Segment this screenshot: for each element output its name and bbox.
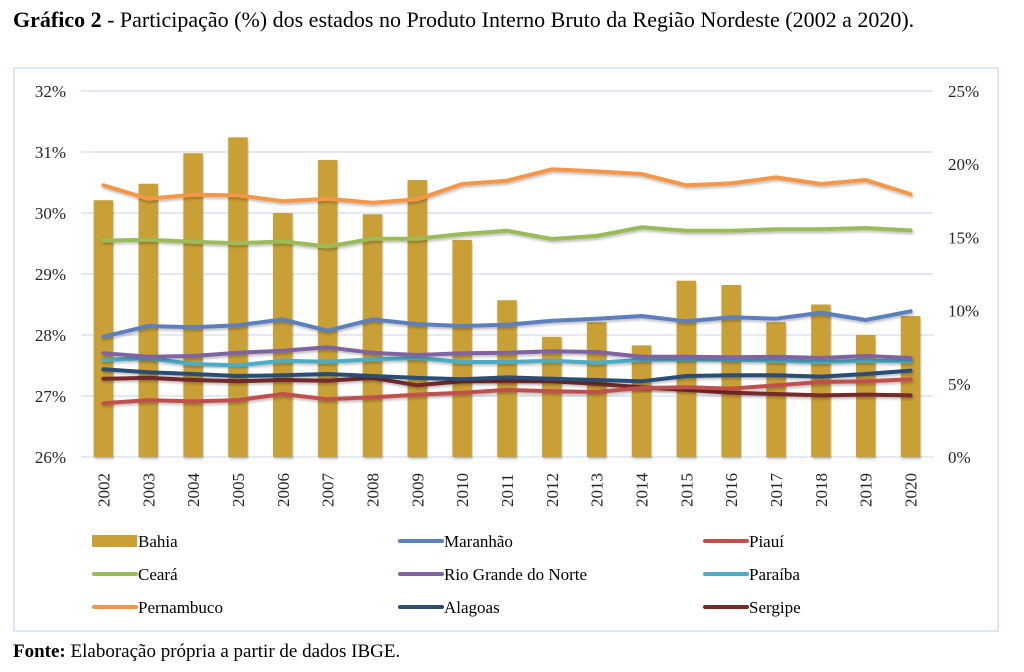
x-tick-label: 2006 xyxy=(274,473,293,507)
legend-label: Ceará xyxy=(138,565,178,584)
bar-bahia xyxy=(228,137,248,458)
source-label: Fonte: xyxy=(13,641,66,662)
bar-bahia xyxy=(93,200,114,457)
legend: Bahia Maranhão Piauí Ceará Rio Grande do Nor… xyxy=(92,532,801,617)
bar-bahia xyxy=(721,284,741,457)
line-pernambuco xyxy=(101,167,913,205)
legend-label: Sergipe xyxy=(749,598,801,617)
legend-label: Maranhão xyxy=(444,532,513,551)
line-series xyxy=(101,167,913,406)
line-alagoas xyxy=(101,367,913,384)
legend-item: Piauí xyxy=(703,532,784,551)
x-tick-label: 2009 xyxy=(408,473,427,507)
x-tick-label: 2003 xyxy=(139,473,158,507)
left-tick-label: 26% xyxy=(35,448,66,467)
legend-item: Maranhão xyxy=(398,532,513,551)
x-tick-label: 2002 xyxy=(94,473,113,507)
bar-bahia xyxy=(900,316,921,457)
x-tick-label: 2014 xyxy=(633,473,652,508)
line-sergipe xyxy=(101,375,913,398)
x-tick-label: 2019 xyxy=(857,473,876,507)
left-tick-label: 28% xyxy=(35,326,66,345)
x-axis: 2002 2003 2004 2005 2006 2007 2008 2009 2010 2011… xyxy=(94,473,920,508)
legend-item: Rio Grande do Norte xyxy=(398,565,587,584)
x-tick-label: 2004 xyxy=(184,473,203,508)
x-tick-label: 2016 xyxy=(722,473,741,507)
legend-item: Alagoas xyxy=(398,598,500,617)
right-tick-label: 20% xyxy=(948,155,979,174)
right-tick-label: 25% xyxy=(948,82,979,101)
x-tick-label: 2008 xyxy=(363,473,382,507)
chart-frame xyxy=(13,67,999,632)
bar-bahia xyxy=(317,159,338,457)
bar-bahia xyxy=(273,213,293,457)
legend-item: Paraíba xyxy=(703,565,800,584)
bar-bahia xyxy=(362,214,383,457)
bar-bahia xyxy=(138,183,159,457)
legend-label: Paraíba xyxy=(749,565,800,584)
left-tick-label: 30% xyxy=(35,204,66,223)
line-ceará xyxy=(101,225,913,249)
line-piauí xyxy=(101,377,913,406)
bar-bahia xyxy=(676,280,697,457)
bar-series xyxy=(93,137,921,458)
source-note: Fonte: Elaboração própria a partir de da… xyxy=(13,640,400,664)
legend-label: Rio Grande do Norte xyxy=(444,565,587,584)
x-tick-label: 2013 xyxy=(588,473,607,507)
legend-label: Pernambuco xyxy=(138,598,223,617)
bar-bahia xyxy=(183,153,203,457)
right-tick-label: 15% xyxy=(948,228,979,247)
bar-bahia xyxy=(631,345,652,457)
line-paraíba xyxy=(101,356,913,368)
x-tick-label: 2017 xyxy=(767,473,786,508)
line-rio-grande-do-norte xyxy=(101,345,913,360)
bar-bahia xyxy=(766,322,786,457)
left-tick-label: 27% xyxy=(35,387,66,406)
x-tick-label: 2011 xyxy=(498,474,517,507)
caption-label: Gráfico 2 xyxy=(13,7,102,32)
legend-swatch xyxy=(92,535,137,547)
right-tick-label: 10% xyxy=(948,302,979,321)
x-tick-label: 2007 xyxy=(319,473,338,508)
x-tick-label: 2015 xyxy=(677,473,696,507)
left-tick-label: 29% xyxy=(35,265,66,284)
x-tick-label: 2010 xyxy=(453,473,472,507)
x-tick-label: 2012 xyxy=(543,473,562,507)
legend-item: Ceará xyxy=(92,565,178,584)
right-axis: 0% 5% 10% 15% 20% 25% xyxy=(948,82,979,467)
x-tick-label: 2020 xyxy=(902,473,921,507)
source-text: Elaboração própria a partir de dados IBG… xyxy=(65,641,401,662)
legend-item: Sergipe xyxy=(703,598,801,617)
chart-caption: Gráfico 2 - Participação (%) dos estados… xyxy=(13,6,1018,33)
legend-item: Pernambuco xyxy=(92,598,223,617)
caption-text: - Participação (%) dos estados no Produt… xyxy=(101,7,915,32)
x-tick-label: 2018 xyxy=(812,473,831,507)
bar-bahia xyxy=(542,336,562,457)
right-tick-label: 5% xyxy=(948,375,971,394)
left-tick-label: 31% xyxy=(35,143,66,162)
bar-bahia xyxy=(586,322,607,457)
left-axis: 26% 27% 28% 29% 30% 31% 32% xyxy=(35,82,66,467)
legend-label: Piauí xyxy=(749,532,784,551)
bar-bahia xyxy=(452,239,472,457)
left-tick-label: 32% xyxy=(35,82,66,101)
x-tick-label: 2005 xyxy=(229,473,248,507)
line-maranhão xyxy=(101,309,913,339)
legend-label: Bahia xyxy=(138,532,178,551)
legend-item: Bahia xyxy=(92,532,178,551)
right-tick-label: 0% xyxy=(948,448,971,467)
bar-bahia xyxy=(407,180,428,457)
legend-label: Alagoas xyxy=(444,598,500,617)
